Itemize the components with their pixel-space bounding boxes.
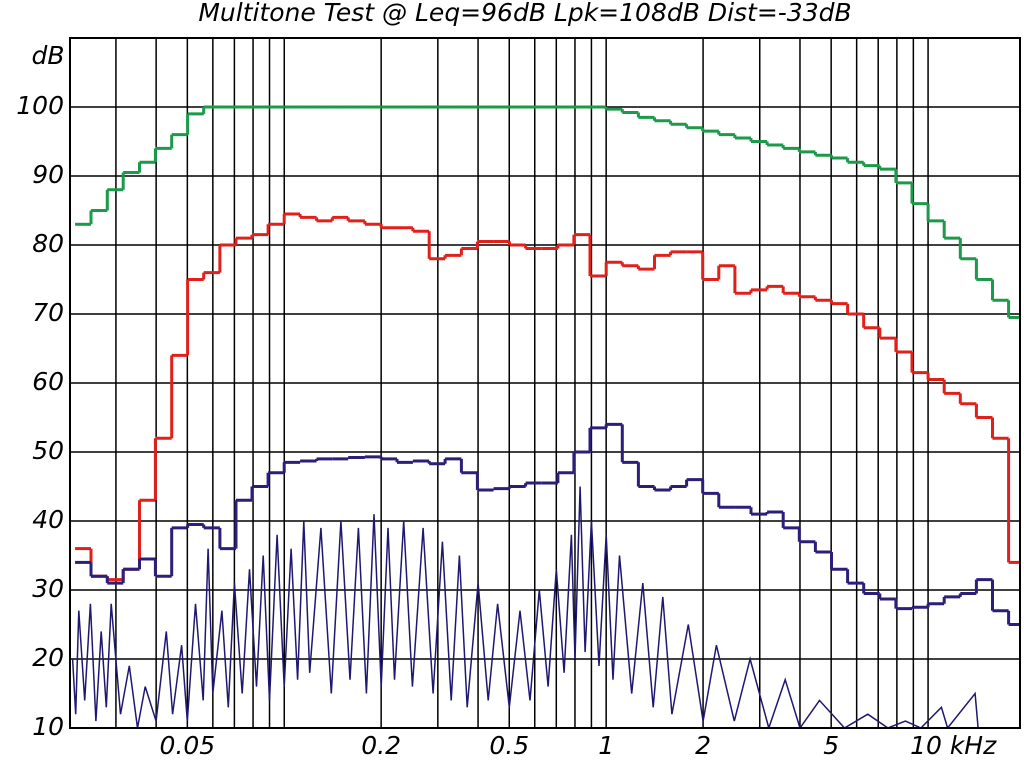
y-tick-label: 70 [32, 298, 64, 327]
x-tick-label: 5 [823, 731, 839, 760]
x-tick-label: 1 [598, 731, 614, 760]
chart-title: Multitone Test @ Leq=96dB Lpk=108dB Dist… [198, 0, 851, 27]
step-riser [89, 107, 1011, 318]
step-riser [89, 214, 1011, 580]
y-tick-label: 80 [32, 229, 64, 258]
y-tick-label: 90 [32, 160, 64, 189]
y-tick-label: 60 [32, 367, 64, 396]
x-tick-label: 0.5 [489, 731, 529, 760]
y-tick-label: 40 [32, 505, 64, 534]
y-tick-label: 50 [32, 436, 64, 465]
plot-marks [71, 105, 1020, 728]
y-tick-label: 10 [32, 712, 64, 741]
x-tick-label: 10 kHz [910, 731, 997, 760]
y-tick-label: 100 [16, 91, 64, 120]
step-riser [89, 424, 1011, 625]
x-tick-label: 0.05 [160, 731, 216, 760]
x-tick-label: 0.2 [361, 731, 401, 760]
spectrum-line [71, 486, 979, 728]
plot-frame [69, 37, 1021, 729]
y-tick-label: 20 [32, 643, 64, 672]
x-tick-label: 2 [695, 731, 711, 760]
grid [70, 38, 1020, 729]
y-axis-label: dB [31, 41, 64, 70]
y-tick-label: 30 [32, 574, 64, 603]
